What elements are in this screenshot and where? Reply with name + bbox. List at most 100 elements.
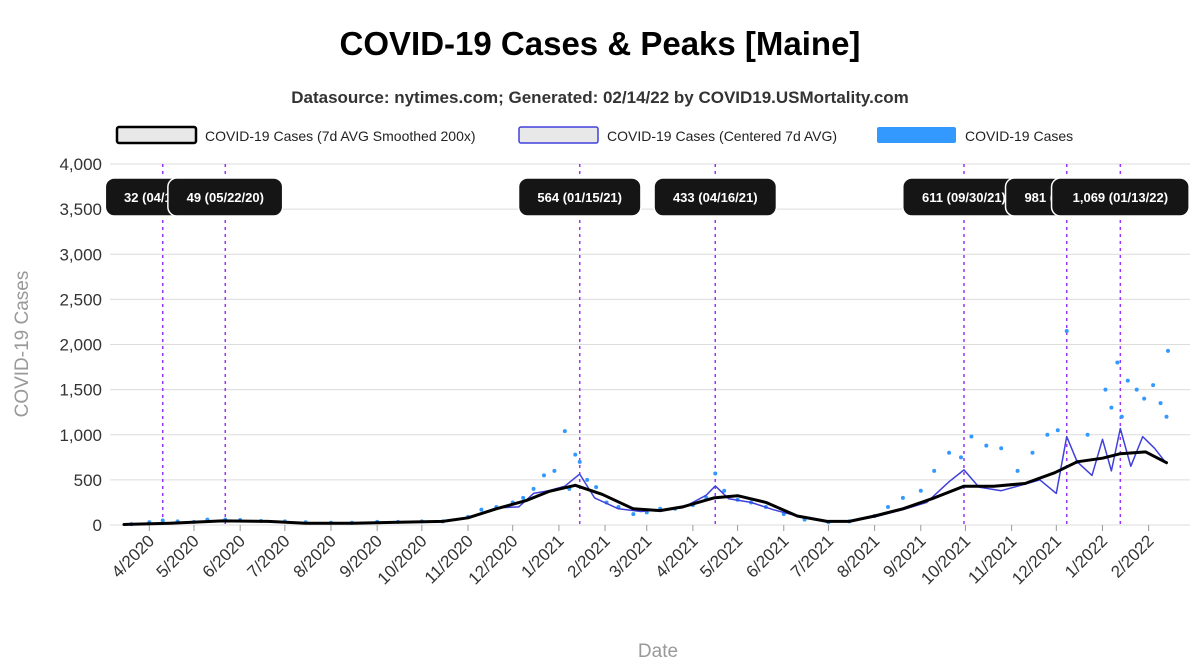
peak-label: 1,069 (01/13/22) — [1050, 177, 1190, 217]
case-point — [577, 459, 582, 464]
x-tick-label: 5/2020 — [153, 531, 203, 581]
case-point — [541, 473, 546, 478]
case-point — [1085, 432, 1090, 437]
case-point — [479, 507, 484, 512]
peak-label-box — [167, 177, 284, 217]
x-tick-label: 10/2021 — [917, 531, 974, 588]
legend-swatch-centered — [518, 126, 599, 144]
case-point — [958, 455, 963, 460]
case-point — [1030, 450, 1035, 455]
case-point — [531, 486, 536, 491]
y-tick-label: 1,000 — [59, 426, 102, 445]
case-point — [521, 495, 526, 500]
peak-label-box — [517, 177, 642, 217]
x-tick-label: 12/2020 — [465, 531, 522, 588]
case-point — [1015, 468, 1020, 473]
y-tick-label: 2,000 — [59, 336, 102, 355]
case-point — [1109, 405, 1114, 410]
x-axis-label: Date — [638, 641, 678, 662]
y-tick-label: 1,500 — [59, 381, 102, 400]
case-point — [1119, 414, 1124, 419]
case-point — [886, 504, 891, 509]
case-point — [160, 518, 165, 523]
x-tick-label: 8/2021 — [833, 531, 883, 581]
x-tick-label: 5/2021 — [696, 531, 746, 581]
case-point — [552, 468, 557, 473]
case-point — [1064, 328, 1069, 333]
peak-label-text: 564 (01/15/21) — [537, 190, 622, 205]
chart-subtitle: Datasource: nytimes.com; Generated: 02/1… — [291, 88, 909, 107]
case-point — [984, 443, 989, 448]
case-point — [1103, 387, 1108, 392]
y-axis-label: COVID-19 Cases — [12, 271, 33, 418]
legend-swatch-cases — [877, 127, 956, 143]
x-tick-label: 2/2022 — [1107, 531, 1157, 581]
x-tick-label: 1/2022 — [1061, 531, 1111, 581]
case-point — [1166, 348, 1170, 353]
case-point — [900, 495, 905, 500]
case-point — [1055, 428, 1060, 433]
peak-label-text: 611 (09/30/21) — [922, 190, 1006, 205]
case-point — [722, 488, 727, 493]
y-tick-label: 2,500 — [59, 290, 102, 309]
y-tick-label: 3,000 — [59, 245, 102, 264]
smoothed-avg-line — [122, 450, 1168, 526]
case-point — [713, 471, 718, 476]
y-tick-label: 500 — [74, 471, 102, 490]
case-point — [932, 468, 937, 473]
x-tick-label: 1/2021 — [517, 531, 567, 581]
legend-item-centered[interactable]: COVID-19 Cases (Centered 7d AVG) — [518, 126, 837, 144]
series-lines — [122, 427, 1168, 526]
case-point — [573, 452, 578, 457]
x-tick-label: 8/2020 — [290, 531, 340, 581]
case-point — [1151, 383, 1156, 388]
peak-label-box — [653, 177, 778, 217]
peak-label: 49 (05/22/20) — [167, 177, 284, 217]
y-tick-label: 3,500 — [59, 200, 102, 219]
x-tick-label: 7/2021 — [787, 531, 837, 581]
x-tick-label: 3/2021 — [605, 531, 655, 581]
x-tick-label: 6/2021 — [742, 531, 792, 581]
case-point — [1115, 360, 1120, 365]
case-point — [969, 434, 974, 439]
legend-item-smoothed[interactable]: COVID-19 Cases (7d AVG Smoothed 200x) — [115, 125, 476, 145]
y-axis-ticks: 0 500 1,000 1,500 2,000 2,500 3,000 3,500 4,000 — [59, 155, 102, 535]
case-point — [585, 477, 590, 482]
grid — [110, 163, 1190, 526]
case-point — [1142, 396, 1147, 401]
legend-swatch-smoothed — [115, 125, 198, 145]
peak-label: 433 (04/16/21) — [653, 177, 778, 217]
peak-label-box — [1050, 177, 1190, 217]
case-point — [1158, 401, 1163, 406]
x-tick-label: 4/2020 — [108, 531, 158, 581]
case-point — [562, 429, 567, 434]
legend-item-cases[interactable]: COVID-19 Cases — [877, 127, 1073, 144]
x-tick-label: 10/2020 — [374, 531, 431, 588]
x-tick-label: 6/2020 — [199, 531, 249, 581]
case-point — [1125, 378, 1130, 383]
peak-label-text: 1,069 (01/13/22) — [1073, 190, 1168, 205]
peak-label-text: 49 (05/22/20) — [187, 190, 264, 205]
legend: COVID-19 Cases (7d AVG Smoothed 200x) CO… — [115, 125, 1073, 145]
y-tick-label: 4,000 — [59, 155, 102, 174]
case-point — [594, 485, 599, 490]
y-tick-label: 0 — [93, 516, 102, 535]
peak-labels: 32 (04/10/20)49 (05/22/20) 564 (01/15/21)… — [104, 177, 1190, 217]
peak-label: 564 (01/15/21) — [517, 177, 642, 217]
x-tick-label: 2/2021 — [564, 531, 614, 581]
x-tick-label: 12/2021 — [1008, 531, 1065, 588]
case-point — [918, 488, 923, 493]
legend-label-smoothed: COVID-19 Cases (7d AVG Smoothed 200x) — [205, 128, 476, 144]
legend-label-centered: COVID-19 Cases (Centered 7d AVG) — [607, 128, 837, 144]
x-tick-label: 7/2020 — [243, 531, 293, 581]
x-axis-ticks: 4/20205/20206/20207/20208/20209/202010/2… — [108, 525, 1157, 588]
peak-label-text: 433 (04/16/21) — [673, 190, 758, 205]
legend-label-cases: COVID-19 Cases — [965, 128, 1073, 144]
case-point — [999, 446, 1004, 451]
case-point — [947, 450, 952, 455]
chart-title: COVID-19 Cases & Peaks [Maine] — [340, 25, 861, 62]
peak-label: 611 (09/30/21) — [902, 177, 1026, 217]
case-point — [631, 512, 636, 517]
case-point — [1164, 414, 1169, 419]
